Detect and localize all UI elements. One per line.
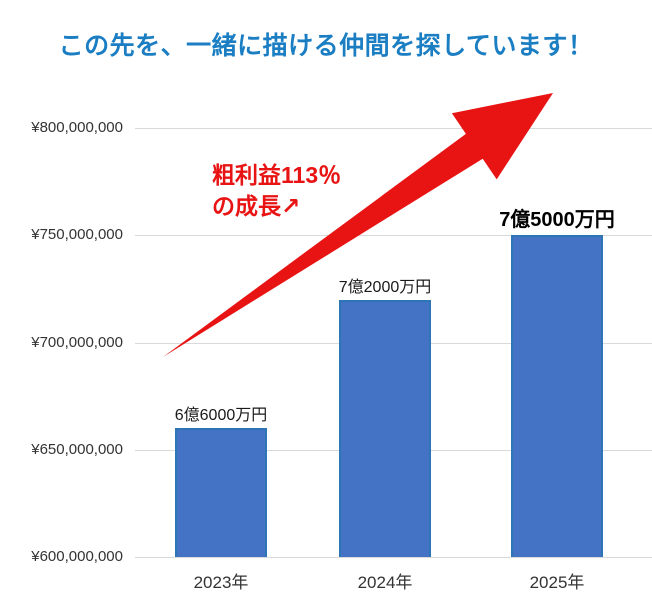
gridline <box>135 557 652 558</box>
growth-annotation-line2: の成長↗ <box>212 192 301 219</box>
x-axis-label: 2023年 <box>193 573 249 592</box>
bar-2025 <box>511 235 603 557</box>
y-axis-tick-label: ¥600,000,000 <box>31 548 123 565</box>
y-axis-tick-label: ¥800,000,000 <box>31 119 123 136</box>
bar-value-label: 6億6000万円 <box>174 407 268 424</box>
bar-2023 <box>175 428 267 557</box>
x-axis-label: 2025年 <box>529 573 585 592</box>
growth-annotation-line1: 粗利益113％ <box>212 162 342 188</box>
x-axis-label: 2024年 <box>357 573 413 592</box>
y-axis-tick-label: ¥750,000,000 <box>31 226 123 244</box>
bar-value-label: 7億5000万円 <box>499 209 615 231</box>
gridline <box>135 128 652 129</box>
growth-annotation: 粗利益113％ の成長↗ <box>212 160 341 222</box>
bar-value-label: 7億2000万円 <box>338 279 432 296</box>
bar-2024 <box>339 300 431 557</box>
y-axis-tick-label: ¥700,000,000 <box>31 333 123 351</box>
page-title: この先を、一緒に描ける仲間を探しています！ <box>58 32 594 60</box>
y-axis-tick-label: ¥650,000,000 <box>31 440 123 458</box>
